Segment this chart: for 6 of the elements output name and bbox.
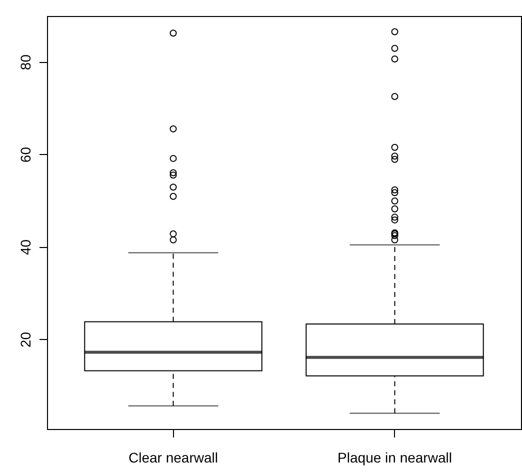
y-tick-label: 20 — [18, 332, 34, 348]
y-tick-label: 40 — [18, 239, 34, 256]
x-tick-label: Plaque in nearwall — [338, 450, 452, 466]
y-tick-label: 60 — [18, 146, 34, 163]
y-tick-label: 80 — [18, 54, 34, 70]
x-tick-label: Clear nearwall — [128, 450, 218, 466]
